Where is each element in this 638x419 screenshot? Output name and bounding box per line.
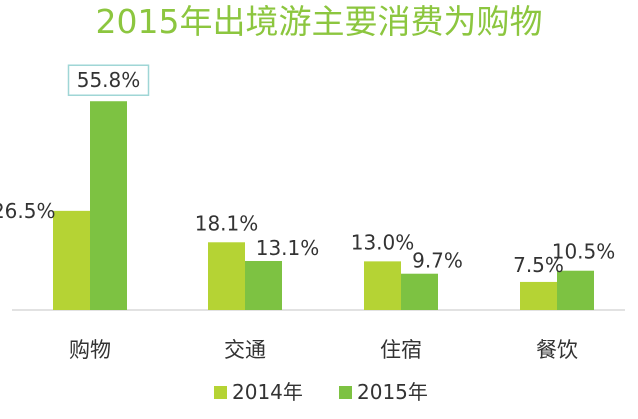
value-labels-layer: 26.5% 55.8% 18.1%13.1% 13.0%9.7% 7.5%10.5% xyxy=(0,64,616,277)
value-label-交通-2014年: 18.1% xyxy=(195,211,259,235)
bar-购物-2015年 xyxy=(90,101,127,310)
chart-title: 2015年出境游主要消费为购物 xyxy=(96,2,543,41)
category-label-交通: 交通 xyxy=(224,338,266,362)
bar-交通-2015年 xyxy=(245,260,282,310)
legend-label-2014年: 2014年 xyxy=(232,380,303,404)
category-labels-layer: 购物 交通 住宿 餐饮 xyxy=(69,338,578,362)
legend-swatch-2015年 xyxy=(339,386,352,399)
bars-layer xyxy=(53,101,594,310)
value-label-住宿-2014年: 13.0% xyxy=(351,230,415,254)
legend: 2014年 2015年 xyxy=(214,380,428,404)
category-label-餐饮: 餐饮 xyxy=(536,338,578,362)
value-label-购物-2015年: 55.8% xyxy=(77,68,141,92)
value-label-交通-2015年: 13.1% xyxy=(256,236,320,260)
highlight-label-box xyxy=(67,64,150,96)
bar-餐饮-2014年 xyxy=(520,281,557,310)
bar-交通-2014年 xyxy=(208,242,245,310)
category-label-住宿: 住宿 xyxy=(380,338,422,362)
value-label-餐饮-2014年: 7.5% xyxy=(513,253,564,277)
bar-餐饮-2015年 xyxy=(557,270,594,310)
bar-住宿-2014年 xyxy=(364,261,401,310)
legend-label-2015年: 2015年 xyxy=(357,380,428,404)
bar-购物-2014年 xyxy=(53,210,90,310)
category-label-购物: 购物 xyxy=(69,338,111,362)
value-label-购物-2014年: 26.5% xyxy=(0,199,56,223)
legend-swatch-2014年 xyxy=(214,386,227,399)
value-label-餐饮-2015年: 10.5% xyxy=(552,240,616,264)
value-label-住宿-2015年: 9.7% xyxy=(412,249,463,273)
bar-住宿-2015年 xyxy=(401,273,438,310)
